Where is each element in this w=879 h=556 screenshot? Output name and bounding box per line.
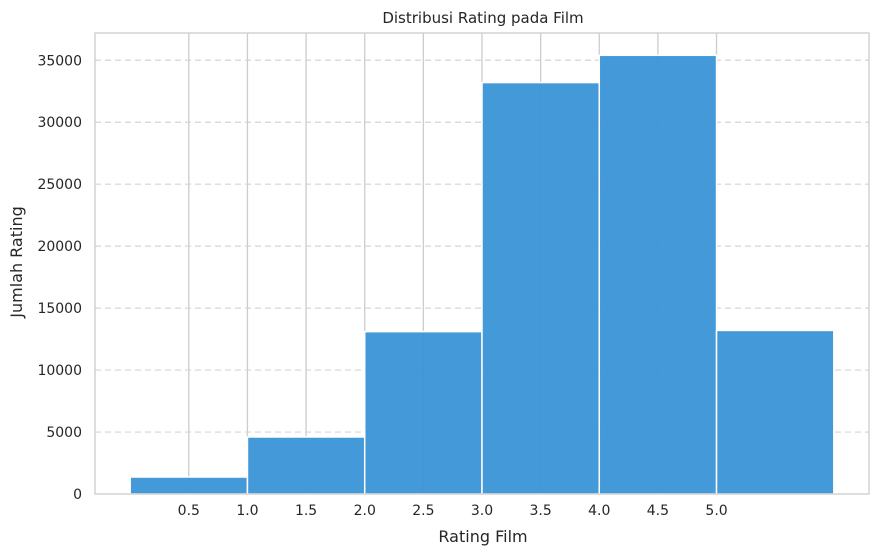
x-tick-label: 3.5 — [530, 503, 552, 519]
y-tick-label: 20000 — [37, 239, 82, 255]
y-tick-label: 5000 — [46, 425, 82, 441]
y-tick-label: 30000 — [37, 115, 82, 131]
y-axis-label: Jumlah Rating — [7, 206, 26, 319]
histogram-bar — [129, 476, 249, 495]
histogram-bar — [598, 54, 718, 495]
histogram-bar — [481, 81, 601, 495]
x-tick-label: 5.0 — [705, 503, 727, 519]
x-tick-label: 0.5 — [178, 503, 200, 519]
plot-area — [94, 32, 870, 495]
y-tick-label: 25000 — [37, 177, 82, 193]
x-tick-label: 1.5 — [295, 503, 317, 519]
x-tick-label: 4.0 — [588, 503, 610, 519]
x-tick-label: 4.5 — [647, 503, 669, 519]
y-tick-label: 35000 — [37, 53, 82, 69]
x-tick-label: 2.5 — [412, 503, 434, 519]
x-tick-labels: 0.5 1.0 1.5 2.0 2.5 3.0 3.5 4.0 4.5 5.0 — [178, 503, 728, 519]
bars — [129, 54, 835, 495]
x-tick-label: 1.0 — [236, 503, 258, 519]
histogram-bar — [363, 330, 483, 495]
chart-title: Distribusi Rating pada Film — [382, 9, 583, 27]
y-tick-label: 15000 — [37, 301, 82, 317]
x-tick-label: 3.0 — [471, 503, 493, 519]
histogram-bar — [715, 329, 835, 495]
plot-frame — [94, 32, 870, 495]
y-tick-labels: 0 5000 10000 15000 20000 25000 30000 35000 — [37, 53, 82, 503]
histogram-bar — [246, 436, 366, 495]
y-tick-label: 10000 — [37, 363, 82, 379]
x-tick-label: 2.0 — [354, 503, 376, 519]
x-axis-label: Rating Film — [438, 527, 527, 546]
y-tick-label: 0 — [73, 487, 82, 503]
